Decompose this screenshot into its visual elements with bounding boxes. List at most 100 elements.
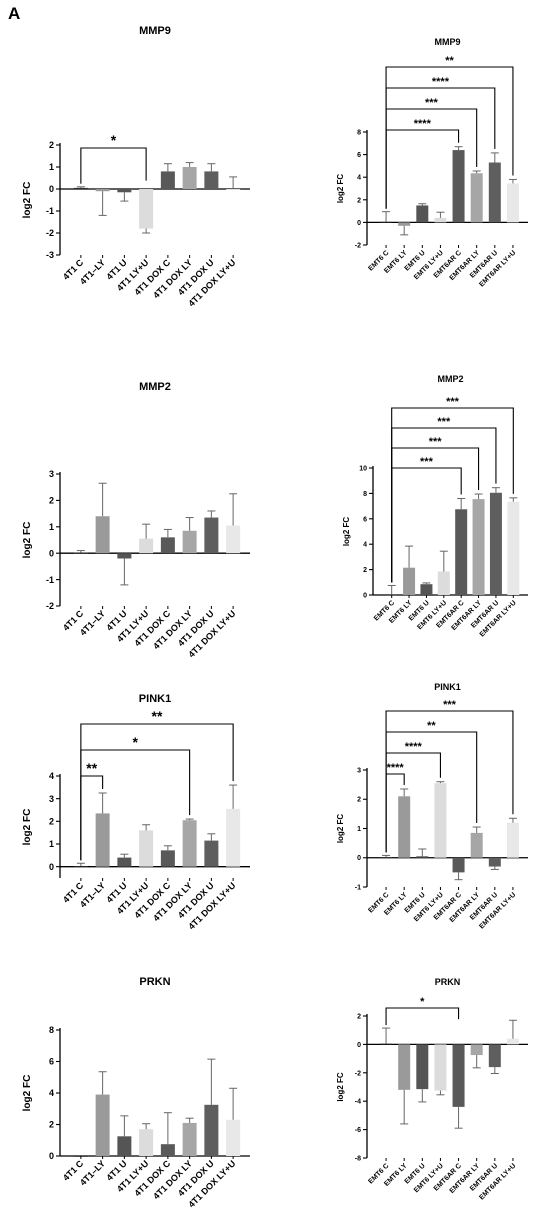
pink1-emt6-y-tick-label: 1 bbox=[357, 826, 361, 833]
pink1-emt6-bar bbox=[470, 832, 483, 858]
pink1-emt6-bar bbox=[380, 857, 393, 858]
prkn-4t1-y-tick-label: 2 bbox=[49, 1120, 54, 1130]
mmp2-4t1-bar bbox=[117, 553, 132, 559]
pink1-4t1-bar bbox=[160, 850, 175, 867]
mmp2-4t1-bar bbox=[182, 530, 197, 554]
mmp2-emt6-y-tick-label: 4 bbox=[363, 542, 367, 549]
prkn-emt6-significance-label: * bbox=[420, 996, 425, 1008]
mmp2-emt6-significance-bracket bbox=[391, 407, 514, 583]
mmp2-emt6-bar bbox=[420, 584, 433, 595]
mmp9-4t1-title: MMP9 bbox=[139, 25, 171, 37]
mmp9-4t1-y-tick-label: -2 bbox=[46, 228, 54, 238]
mmp2-emt6-significance-bracket bbox=[391, 467, 462, 583]
pink1-emt6-y-tick-label: 3 bbox=[357, 767, 361, 774]
pink1-4t1-bar bbox=[182, 820, 197, 867]
mmp9-emt6-y-tick-label: 2 bbox=[357, 197, 361, 204]
mmp2-4t1-title: MMP2 bbox=[139, 381, 171, 393]
mmp9-emt6-bar bbox=[452, 150, 465, 223]
pink1-4t1-bar bbox=[117, 857, 132, 867]
mmp9-emt6-bar bbox=[488, 162, 501, 223]
pink1-emt6-bar bbox=[416, 856, 429, 858]
prkn-4t1-bar bbox=[160, 1144, 175, 1156]
prkn-4t1-bar bbox=[226, 1119, 241, 1156]
mmp9-emt6-significance-label: *** bbox=[425, 97, 439, 109]
prkn-4t1-y-label: log2 FC bbox=[22, 1075, 33, 1112]
pink1-emt6-y-tick-label: 0 bbox=[357, 855, 361, 862]
prkn-4t1-bar bbox=[204, 1104, 219, 1156]
mmp2-emt6-significance-label: *** bbox=[446, 396, 460, 408]
pink1-emt6-bar bbox=[506, 822, 519, 858]
mmp9-emt6-y-tick-label: 8 bbox=[357, 129, 361, 136]
mmp2-emt6-y-tick-label: 10 bbox=[359, 465, 367, 472]
prkn-4t1-bar bbox=[95, 1094, 110, 1156]
mmp2-emt6-y-tick-label: 0 bbox=[363, 592, 367, 599]
mmp9-4t1-bar bbox=[182, 167, 197, 189]
mmp9-emt6-bar bbox=[434, 217, 447, 223]
prkn-4t1-y-tick-label: 0 bbox=[49, 1151, 54, 1161]
prkn-emt6-y-tick-label: -6 bbox=[355, 1127, 361, 1134]
pink1-4t1-bar bbox=[139, 830, 154, 867]
pink1-4t1-title: PINK1 bbox=[139, 693, 171, 705]
prkn-4t1-y-tick-label: 6 bbox=[49, 1057, 54, 1067]
mmp9-4t1-y-tick-label: -1 bbox=[46, 206, 54, 216]
mmp9-emt6-significance-label: ** bbox=[445, 55, 454, 67]
prkn-4t1-bar bbox=[139, 1129, 154, 1156]
mmp2-4t1-y-tick-label: 0 bbox=[49, 548, 54, 558]
mmp9-4t1-y-label: log2 FC bbox=[22, 182, 33, 219]
mmp2-emt6-bar bbox=[385, 594, 398, 596]
pink1-4t1-significance-label: ** bbox=[152, 708, 163, 724]
pink1-emt6-bar bbox=[488, 857, 501, 867]
mmp2-emt6-y-label: log2 FC bbox=[342, 517, 351, 547]
mmp9-4t1-bar bbox=[95, 189, 110, 192]
panel-label: A bbox=[8, 4, 21, 23]
mmp2-emt6-bar bbox=[455, 509, 468, 595]
mmp2-emt6-bar bbox=[437, 571, 450, 595]
pink1-4t1-y-tick-label: 2 bbox=[49, 816, 54, 826]
mmp2-4t1-y-tick-label: 3 bbox=[49, 469, 54, 479]
mmp9-4t1-y-tick-label: -3 bbox=[46, 250, 54, 260]
pink1-emt6-title: PINK1 bbox=[434, 682, 461, 692]
mmp9-4t1-significance-bracket bbox=[80, 147, 147, 184]
pink1-emt6-significance-bracket bbox=[385, 710, 514, 853]
mmp9-emt6-bar bbox=[470, 173, 483, 223]
prkn-emt6-significance-bracket bbox=[385, 1007, 460, 1026]
prkn-emt6-bar bbox=[506, 1038, 519, 1045]
pink1-4t1-bar bbox=[95, 813, 110, 867]
mmp2-emt6-bar bbox=[489, 492, 502, 595]
mmp9-4t1-y-tick-label: 1 bbox=[49, 162, 54, 172]
pink1-emt6-significance-label: *** bbox=[443, 699, 457, 711]
mmp2-emt6-bar bbox=[472, 499, 485, 595]
mmp2-emt6-y-tick-label: 8 bbox=[363, 491, 367, 498]
mmp9-emt6-bar bbox=[380, 221, 393, 223]
mmp2-4t1-bar bbox=[139, 538, 154, 554]
prkn-emt6-bar bbox=[398, 1044, 411, 1090]
mmp9-emt6-bar bbox=[398, 222, 411, 226]
pink1-emt6-significance-label: **** bbox=[387, 762, 405, 774]
prkn-emt6-y-tick-label: 2 bbox=[357, 1013, 361, 1020]
mmp2-4t1-y-tick-label: 2 bbox=[49, 496, 54, 506]
mmp9-emt6-title: MMP9 bbox=[434, 37, 460, 47]
mmp9-emt6-y-tick-label: -2 bbox=[355, 242, 361, 249]
prkn-emt6-y-tick-label: 0 bbox=[357, 1042, 361, 1049]
mmp2-emt6-significance-label: *** bbox=[437, 416, 451, 428]
prkn-emt6-title: PRKN bbox=[435, 977, 461, 987]
mmp2-emt6-bar bbox=[507, 501, 520, 595]
mmp2-emt6-significance-label: *** bbox=[429, 436, 443, 448]
mmp2-emt6-title: MMP2 bbox=[437, 374, 463, 384]
pink1-4t1-y-tick-label: 4 bbox=[49, 771, 54, 781]
mmp9-4t1-y-tick-label: 0 bbox=[49, 184, 54, 194]
pink1-4t1-significance-label: * bbox=[133, 734, 139, 750]
mmp2-4t1-bar bbox=[73, 552, 88, 554]
pink1-4t1-bar bbox=[226, 808, 241, 867]
prkn-emt6-y-tick-label: -2 bbox=[355, 1070, 361, 1077]
mmp9-4t1-bar bbox=[139, 189, 154, 229]
pink1-emt6-bar bbox=[434, 783, 447, 858]
prkn-emt6-y-tick-label: -4 bbox=[355, 1099, 361, 1106]
pink1-emt6-y-label: log2 FC bbox=[336, 814, 345, 844]
mmp2-4t1-y-tick-label: 1 bbox=[49, 522, 54, 532]
pink1-emt6-y-tick-label: 2 bbox=[357, 797, 361, 804]
mmp9-emt6-significance-bracket bbox=[385, 129, 460, 209]
pink1-emt6-y-tick-label: -1 bbox=[355, 884, 361, 891]
pink1-4t1-significance-bracket bbox=[80, 723, 234, 861]
prkn-4t1-y-tick-label: 4 bbox=[49, 1088, 54, 1098]
